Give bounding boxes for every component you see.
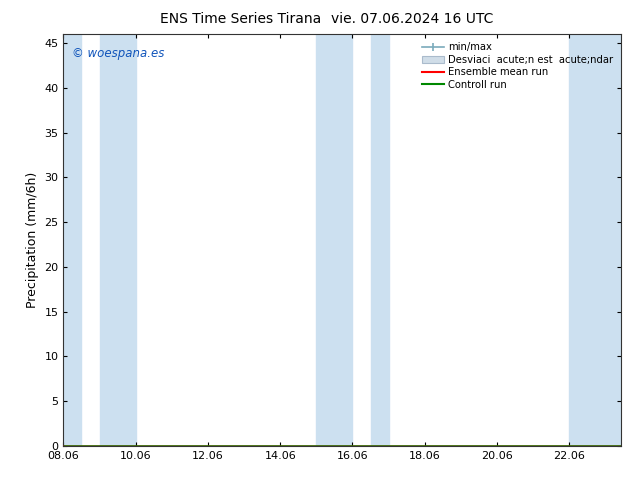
Bar <box>370 34 389 446</box>
Bar <box>316 34 353 446</box>
Bar <box>63 34 81 446</box>
Text: © woespana.es: © woespana.es <box>72 47 164 60</box>
Bar <box>100 34 136 446</box>
Y-axis label: Precipitation (mm/6h): Precipitation (mm/6h) <box>26 172 39 308</box>
Text: vie. 07.06.2024 16 UTC: vie. 07.06.2024 16 UTC <box>331 12 493 26</box>
Bar <box>569 34 621 446</box>
Legend: min/max, Desviaci  acute;n est  acute;ndar, Ensemble mean run, Controll run: min/max, Desviaci acute;n est acute;ndar… <box>419 39 616 93</box>
Text: ENS Time Series Tirana: ENS Time Series Tirana <box>160 12 321 26</box>
